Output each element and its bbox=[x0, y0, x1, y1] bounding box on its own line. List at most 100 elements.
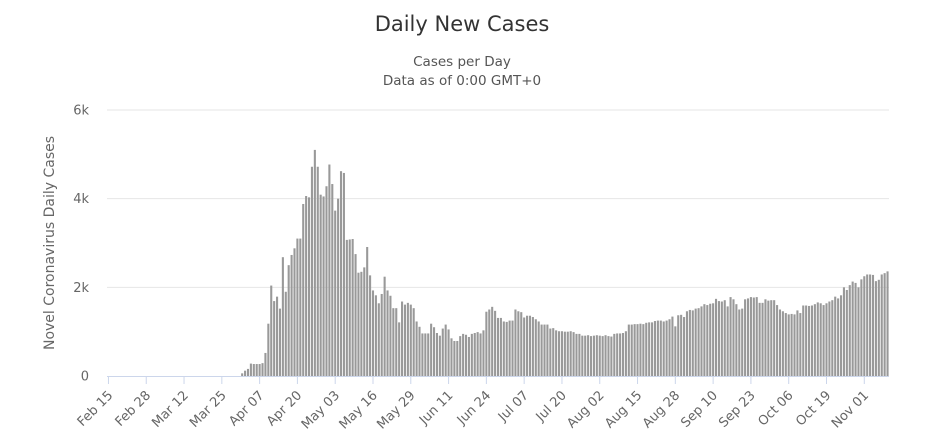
bar-87 bbox=[360, 271, 363, 376]
bar-198 bbox=[683, 317, 686, 376]
chart-subtitle-line-2: Data as of 0:00 GMT+0 bbox=[383, 73, 541, 89]
bar-169 bbox=[598, 335, 601, 376]
bar-72 bbox=[316, 166, 319, 376]
bar-217 bbox=[738, 309, 741, 376]
bar-65 bbox=[296, 238, 299, 376]
bar-96 bbox=[386, 290, 389, 376]
bar-152 bbox=[549, 328, 552, 376]
bar-132 bbox=[491, 306, 494, 376]
bar-233 bbox=[784, 313, 787, 376]
bar-57 bbox=[273, 301, 276, 376]
bar-61 bbox=[284, 291, 287, 376]
bar-111 bbox=[430, 323, 433, 376]
grid-lines bbox=[107, 109, 889, 288]
bar-94 bbox=[380, 293, 383, 376]
x-tick-label-16: Sep 10 bbox=[678, 388, 721, 431]
bar-189 bbox=[656, 320, 659, 376]
bar-162 bbox=[578, 333, 581, 376]
bar-234 bbox=[787, 314, 790, 376]
x-tick-label-17: Sep 23 bbox=[716, 388, 759, 431]
bar-128 bbox=[479, 333, 482, 376]
bar-183 bbox=[639, 323, 642, 376]
x-tick-label-2: Mar 12 bbox=[149, 388, 192, 431]
bar-133 bbox=[494, 310, 497, 376]
bar-180 bbox=[630, 324, 633, 376]
bar-225 bbox=[761, 302, 764, 376]
bar-221 bbox=[749, 297, 752, 376]
bar-142 bbox=[520, 312, 523, 376]
bar-113 bbox=[435, 333, 438, 376]
bar-220 bbox=[746, 298, 750, 376]
bar-68 bbox=[305, 196, 308, 376]
bar-251 bbox=[837, 298, 840, 376]
bar-248 bbox=[828, 301, 831, 376]
bar-89 bbox=[366, 246, 369, 376]
bar-156 bbox=[560, 331, 563, 376]
bar-187 bbox=[651, 322, 654, 376]
bar-102 bbox=[403, 304, 407, 376]
x-tick-label-19: Oct 19 bbox=[793, 388, 834, 429]
x-tick-label-1: Feb 28 bbox=[113, 388, 155, 430]
bar-125 bbox=[470, 333, 473, 376]
chart-subtitle-line-1: Cases per Day bbox=[413, 54, 511, 70]
bar-164 bbox=[584, 335, 587, 376]
bar-131 bbox=[488, 309, 491, 376]
bar-245 bbox=[819, 303, 822, 376]
bar-108 bbox=[421, 333, 424, 376]
bar-116 bbox=[444, 324, 447, 376]
bar-124 bbox=[467, 336, 470, 376]
bar-118 bbox=[450, 338, 453, 376]
bar-158 bbox=[566, 331, 569, 376]
bar-178 bbox=[624, 331, 627, 376]
bar-257 bbox=[854, 282, 857, 376]
bar-174 bbox=[613, 333, 616, 376]
bar-105 bbox=[412, 308, 415, 376]
bar-240 bbox=[805, 305, 808, 376]
bar-62 bbox=[287, 265, 290, 376]
bar-98 bbox=[392, 308, 395, 376]
bar-129 bbox=[482, 330, 485, 376]
bar-81 bbox=[342, 172, 345, 376]
y-tick-label-2: 4k bbox=[73, 192, 89, 207]
bar-231 bbox=[778, 309, 782, 376]
bar-74 bbox=[322, 196, 325, 376]
bar-157 bbox=[563, 331, 566, 376]
bar-266 bbox=[880, 274, 883, 376]
bar-175 bbox=[616, 333, 619, 376]
bar-71 bbox=[313, 149, 316, 376]
bar-165 bbox=[587, 335, 590, 376]
bar-204 bbox=[700, 306, 703, 376]
bar-192 bbox=[665, 320, 668, 376]
bar-48 bbox=[246, 368, 250, 376]
bar-75 bbox=[325, 186, 328, 376]
bar-130 bbox=[485, 311, 488, 376]
bar-121 bbox=[459, 336, 462, 376]
bar-154 bbox=[555, 330, 558, 376]
bar-171 bbox=[604, 335, 607, 376]
bar-227 bbox=[767, 300, 770, 376]
bar-54 bbox=[264, 352, 267, 376]
bar-77 bbox=[331, 184, 334, 376]
bar-151 bbox=[546, 324, 549, 376]
bar-114 bbox=[438, 335, 441, 376]
bar-79 bbox=[337, 198, 340, 376]
bar-200 bbox=[688, 309, 691, 376]
bar-226 bbox=[764, 299, 767, 376]
bar-177 bbox=[621, 333, 625, 376]
bar-138 bbox=[508, 320, 511, 376]
bar-166 bbox=[589, 336, 593, 376]
bar-141 bbox=[517, 311, 520, 376]
bar-49 bbox=[249, 363, 252, 376]
y-axis-title: Novel Coronavirus Daily Cases bbox=[42, 136, 58, 350]
bar-153 bbox=[552, 328, 555, 376]
bar-47 bbox=[244, 370, 247, 376]
bar-191 bbox=[662, 321, 665, 376]
bar-258 bbox=[857, 287, 860, 376]
bar-136 bbox=[502, 321, 505, 376]
y-tick-label-1: 2k bbox=[73, 281, 89, 296]
bar-214 bbox=[729, 297, 732, 376]
bar-263 bbox=[871, 274, 875, 376]
bar-206 bbox=[706, 305, 709, 376]
bar-145 bbox=[528, 315, 532, 376]
x-tick-label-15: Aug 28 bbox=[640, 388, 683, 431]
